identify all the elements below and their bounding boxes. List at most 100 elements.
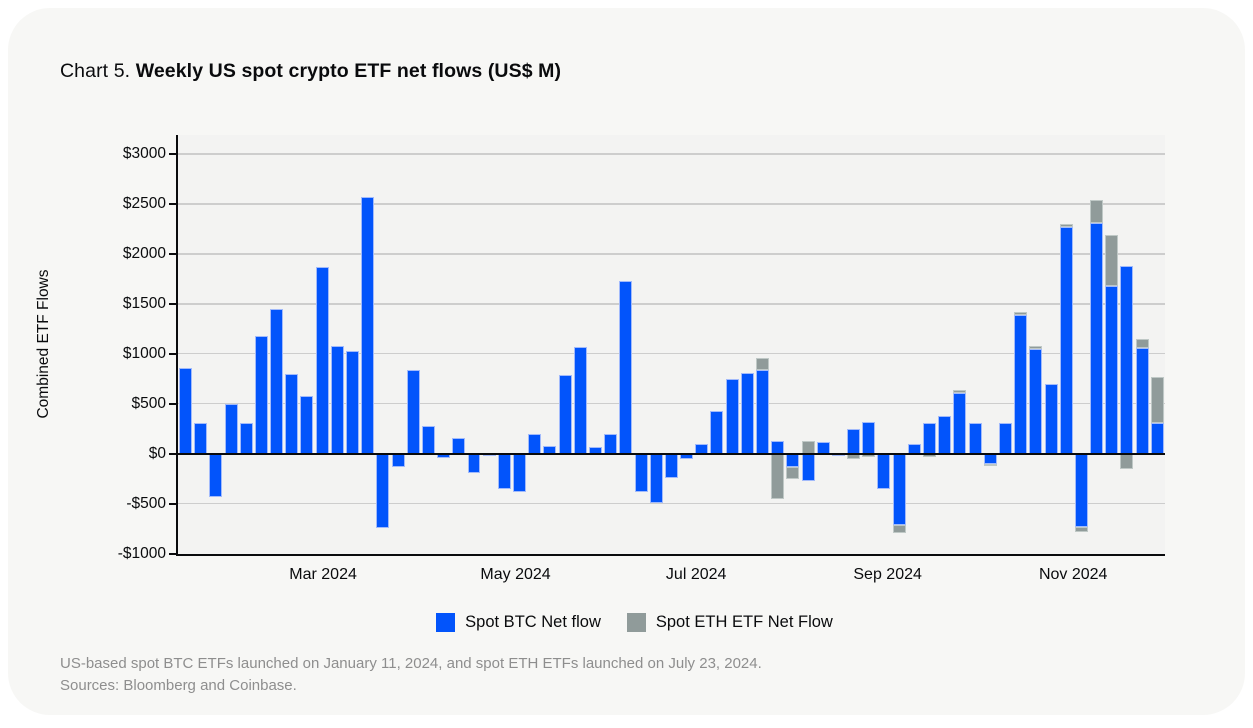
btc-bar-segment <box>1150 423 1164 454</box>
footnotes: US-based spot BTC ETFs launched on Janua… <box>60 653 762 697</box>
y-axis-title: Combined ETF Flows <box>35 269 52 419</box>
legend-item-btc: Spot BTC Net flow <box>436 613 601 632</box>
eth-swatch-icon <box>626 613 646 632</box>
y-tick-mark <box>169 252 176 255</box>
btc-bar-segment <box>968 422 982 454</box>
zero-line <box>178 452 1165 455</box>
btc-bar-segment <box>1059 226 1073 454</box>
footnote-line1: US-based spot BTC ETFs launched on Janua… <box>60 655 762 672</box>
legend-item-eth: Spot ETH ETF Net Flow <box>626 613 833 632</box>
chart-title: Chart 5. Weekly US spot crypto ETF net f… <box>60 60 561 83</box>
x-axis-line <box>176 554 1165 556</box>
y-tick-mark <box>169 352 176 355</box>
eth-bar-segment <box>1090 200 1104 223</box>
y-tick-mark <box>169 552 176 555</box>
btc-bar-segment <box>1044 383 1058 454</box>
footnote-line2: Sources: Bloomberg and Coinbase. <box>60 677 297 694</box>
x-tick-label: Mar 2024 <box>289 566 357 583</box>
gridline <box>178 253 1165 255</box>
btc-bar-segment <box>1090 222 1104 454</box>
x-tick-label: Nov 2024 <box>1038 566 1108 583</box>
btc-bar-segment <box>573 347 587 454</box>
btc-bar-segment <box>801 453 815 481</box>
eth-bar-segment <box>953 390 967 393</box>
gridline <box>178 203 1165 205</box>
btc-bar-segment <box>938 415 952 454</box>
btc-bar-segment <box>421 426 435 454</box>
btc-bar-segment <box>528 434 542 454</box>
gridline <box>178 402 1165 405</box>
gridline <box>178 352 1165 355</box>
x-tick-label: May 2024 <box>480 566 551 583</box>
btc-bar-segment <box>300 395 314 454</box>
eth-bar-segment <box>1074 526 1088 533</box>
btc-bar-segment <box>619 281 633 454</box>
y-tick-mark <box>169 302 176 305</box>
chart-title-prefix: Chart 5. <box>60 60 136 82</box>
btc-bar-segment <box>1120 266 1134 454</box>
gridline <box>178 153 1165 155</box>
btc-bar-segment <box>740 372 754 454</box>
btc-swatch-icon <box>436 613 456 632</box>
btc-bar-segment <box>1135 347 1149 454</box>
y-tick-label: -$1000 <box>117 544 166 562</box>
eth-bar-segment <box>1135 338 1149 348</box>
btc-bar-segment <box>497 453 511 489</box>
btc-bar-segment <box>892 453 906 525</box>
chart-card: Chart 5. Weekly US spot crypto ETF net f… <box>8 8 1245 715</box>
eth-bar-segment <box>1029 346 1043 349</box>
y-tick-label: $2500 <box>122 194 166 212</box>
eth-bar-segment <box>756 358 769 370</box>
btc-bar-segment <box>786 453 800 467</box>
y-tick-label: $3000 <box>122 144 166 162</box>
btc-bar-segment <box>877 453 891 489</box>
btc-bar-segment <box>346 351 359 454</box>
btc-bar-segment <box>513 453 527 493</box>
chart-title-main: Weekly US spot crypto ETF net flows (US$… <box>135 60 562 82</box>
y-tick-label: $0 <box>148 444 166 462</box>
y-tick-mark <box>169 452 176 455</box>
gridline <box>178 502 1165 505</box>
eth-bar-segment <box>1059 224 1073 227</box>
btc-bar-segment <box>1074 453 1088 527</box>
btc-bar-segment <box>179 367 192 454</box>
btc-bar-segment <box>1014 314 1028 454</box>
eth-bar-segment <box>1014 311 1028 315</box>
btc-bar-segment <box>224 403 238 454</box>
y-tick-mark <box>169 202 176 205</box>
y-tick-mark <box>169 152 176 155</box>
legend-label-btc: Spot BTC Net flow <box>465 613 601 631</box>
y-tick-mark <box>169 402 176 405</box>
btc-bar-segment <box>361 197 375 454</box>
btc-bar-segment <box>391 453 405 468</box>
btc-bar-segment <box>953 392 967 454</box>
btc-bar-segment <box>604 433 618 454</box>
y-tick-label: $1500 <box>122 294 166 312</box>
btc-bar-segment <box>194 422 208 454</box>
btc-bar-segment <box>725 378 739 454</box>
btc-bar-segment <box>1105 286 1119 454</box>
legend-label-eth: Spot ETH ETF Net Flow <box>655 613 833 631</box>
plot-wrap: Combined ETF Flows $3000 $2500 $2000 $1500 $… <box>8 8 1253 728</box>
btc-bar-segment <box>862 421 876 454</box>
btc-bar-segment <box>998 422 1012 454</box>
btc-bar-segment <box>1029 348 1043 454</box>
btc-bar-segment <box>406 369 420 454</box>
btc-bar-segment <box>330 346 344 454</box>
eth-bar-segment <box>892 524 906 534</box>
btc-bar-segment <box>923 422 937 454</box>
gridline <box>178 303 1165 305</box>
btc-bar-segment <box>315 267 329 454</box>
y-tick-label: $500 <box>131 394 166 412</box>
x-tick-label: Sep 2024 <box>853 566 922 583</box>
eth-bar-segment <box>1120 453 1134 469</box>
btc-bar-segment <box>209 453 223 497</box>
btc-bar-segment <box>710 410 724 454</box>
btc-bar-segment <box>649 453 663 503</box>
y-tick-label: $2000 <box>122 244 166 262</box>
btc-bar-segment <box>270 308 284 454</box>
btc-bar-segment <box>634 453 648 493</box>
btc-bar-segment <box>285 373 299 454</box>
y-tick-label: -$500 <box>126 494 166 512</box>
